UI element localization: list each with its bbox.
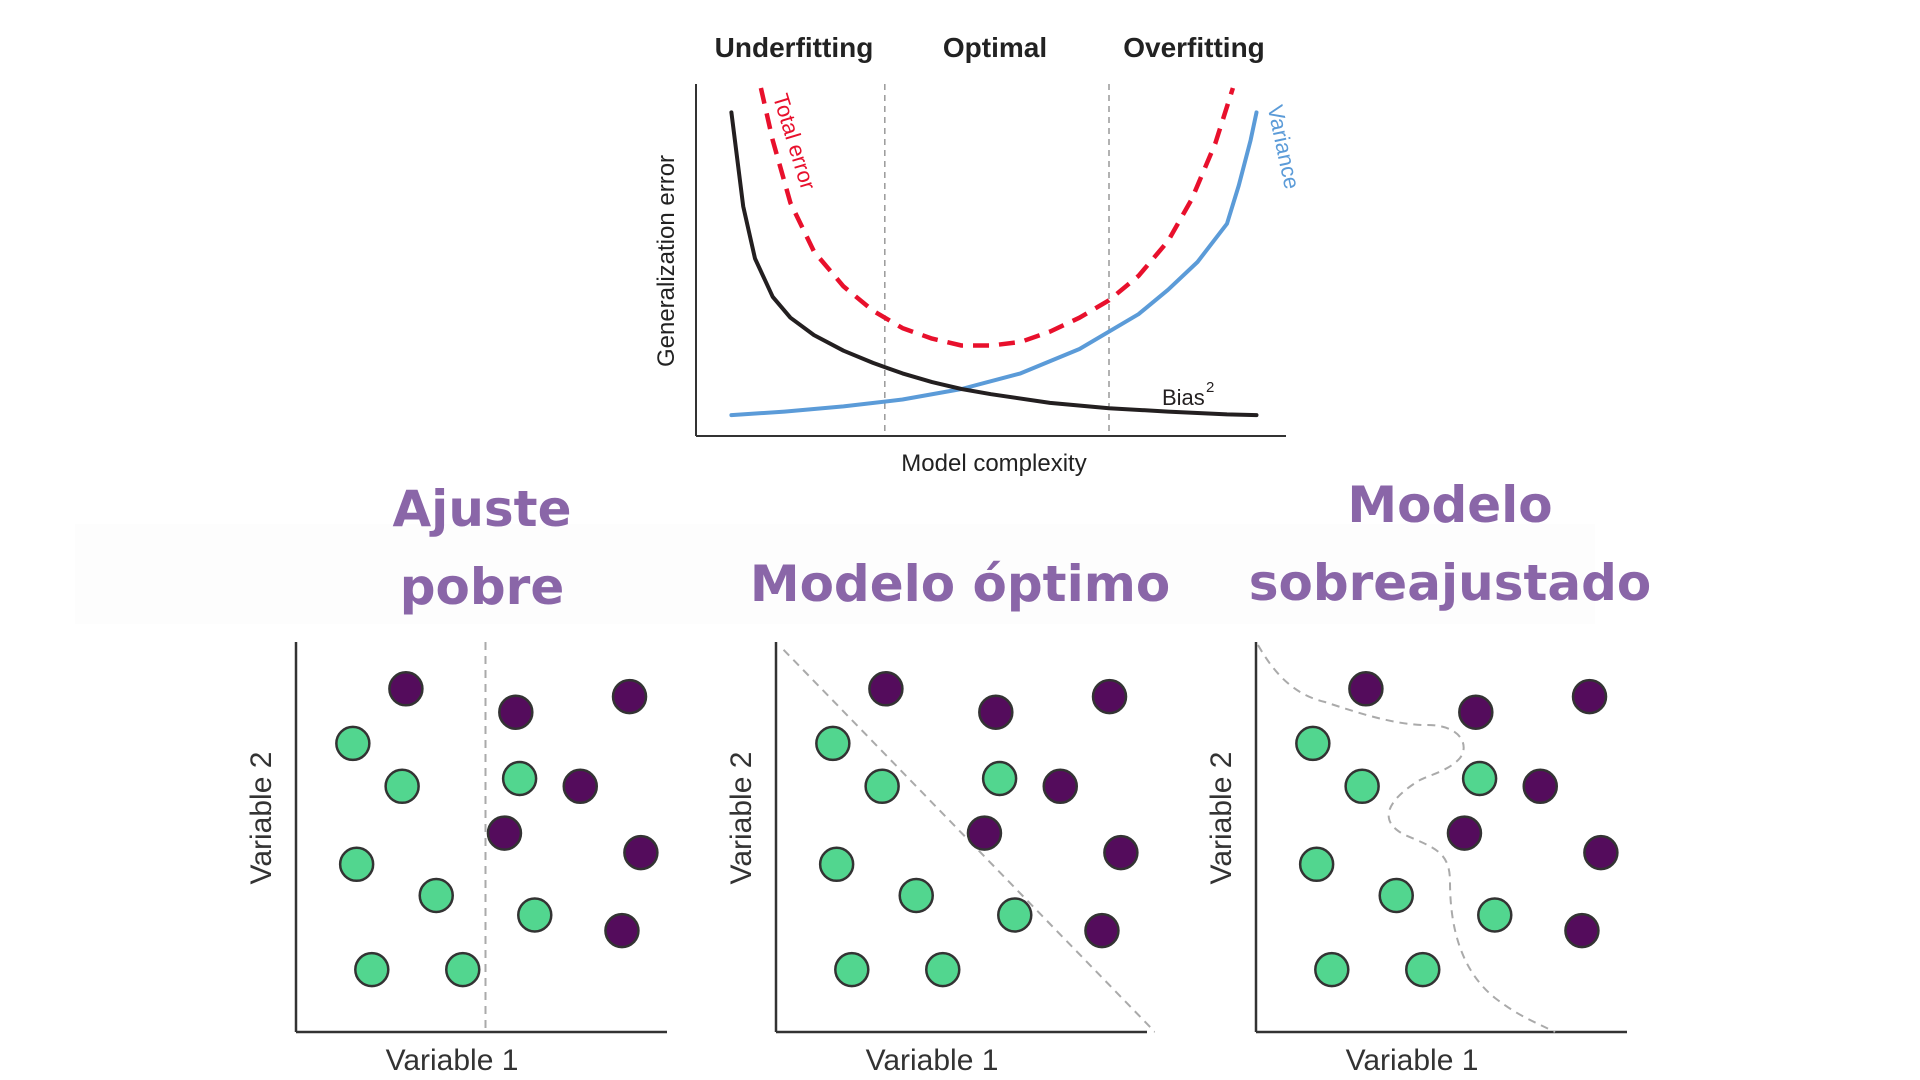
purple-point [1564,912,1600,949]
green-point [517,897,553,933]
variance-label: Variance [1263,103,1304,192]
purple-point [604,912,640,949]
panel-title-underfit: Ajuste pobre [392,480,572,616]
green-point [445,951,481,988]
x-axis-title: Model complexity [901,450,1086,477]
x-axis-label: Variable 1 [386,1044,519,1077]
green-point [418,877,454,914]
green-point [818,846,855,883]
y-axis-label: Variable 2 [245,752,278,885]
phase-label-1: Optimal [943,32,1047,63]
purple-point [562,768,598,805]
purple-point [1571,678,1608,715]
scatter-panel-optimal: Variable 1 Variable 2 [725,642,1155,1077]
green-point [1298,846,1335,883]
green-point [925,951,961,988]
bias-variance-chart: Underfitting Optimal Overfitting Model comp… [653,32,1304,477]
total-error-curve [758,87,1236,348]
purple-point [1458,694,1494,730]
green-point [354,951,390,988]
green-point [384,768,420,805]
green-point [1405,951,1441,988]
green-point [864,768,900,805]
purple-point [868,671,904,707]
purple-point [623,834,659,871]
variance-curve [729,110,1259,418]
purple-point [1583,834,1619,871]
green-point [1461,760,1498,797]
purple-point [388,671,424,707]
green-point [815,725,851,762]
green-point [1477,897,1513,933]
purple-point [611,678,648,715]
x-axis-label: Variable 1 [1346,1044,1479,1077]
total-error-label: Total error [768,91,821,193]
green-point [501,760,538,797]
x-axis-label: Variable 1 [866,1044,999,1077]
green-point [1378,877,1414,914]
green-point [898,877,934,914]
purple-point [1103,834,1139,871]
panel-title-overfit: Modelo sobreajustado [1248,476,1652,612]
purple-point [978,694,1014,730]
purple-point [1042,768,1078,805]
panel-title-optimal: Modelo óptimo [749,555,1171,613]
phase-label-2: Overfitting [1123,32,1265,63]
green-point [997,897,1033,933]
y-axis-title: Generalization error [653,155,680,367]
green-point [1344,768,1380,805]
y-axis-label: Variable 2 [1205,752,1238,885]
green-point [834,951,870,988]
green-point [981,760,1018,797]
purple-point [966,815,1003,851]
title-band [75,524,1595,624]
scatter-panel-overfit: Variable 1 Variable 2 [1205,642,1627,1077]
bias-label: Bias [1162,385,1205,410]
decision-boundary [1257,644,1556,1033]
scatter-panel-underfit: Variable 1 Variable 2 [245,642,667,1077]
bias-superscript: 2 [1206,379,1214,396]
green-point [338,846,375,883]
purple-point [1084,912,1120,949]
purple-point [1446,815,1483,851]
purple-point [498,694,534,730]
purple-point [486,815,523,851]
purple-point [1348,671,1384,707]
green-point [1295,725,1331,762]
purple-point [1091,678,1128,715]
green-point [335,725,371,762]
bias-curve [729,110,1259,418]
purple-point [1522,768,1558,805]
green-point [1314,951,1350,988]
phase-label-0: Underfitting [715,32,874,63]
y-axis-label: Variable 2 [725,752,758,885]
